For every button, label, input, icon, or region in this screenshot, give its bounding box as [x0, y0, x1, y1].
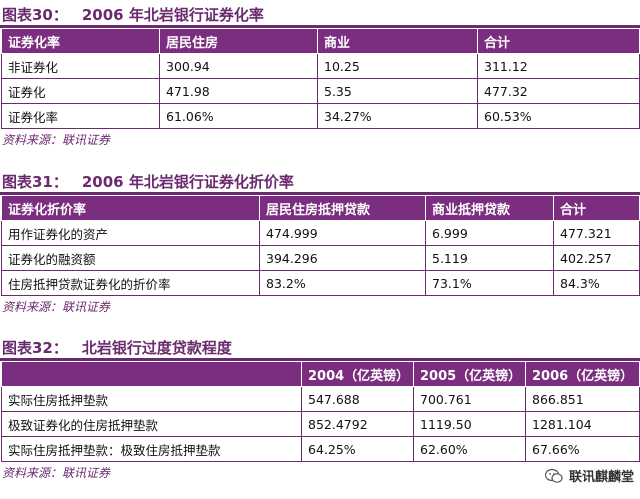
table30-header-row: 证券化率 居民住房 商业 合计: [1, 28, 640, 54]
table-cell: 394.296: [259, 245, 426, 271]
table-cell: 61.06%: [159, 103, 318, 129]
table31-header-row: 证券化折价率 居民住房抵押贷款 商业抵押贷款 合计: [1, 195, 640, 221]
table30-header: 合计: [477, 28, 640, 54]
table-cell: 700.761: [413, 386, 526, 412]
table30-source: 资料来源：联讯证券: [2, 133, 111, 147]
wechat-icon: [544, 468, 563, 483]
table-cell: 住房抵押贷款证券化的折价率: [1, 270, 260, 296]
table30-title: 图表30： 2006 年北岩银行证券化率: [0, 2, 640, 28]
table-cell: 证券化的融资额: [1, 245, 260, 271]
table32-header: 2005（亿英镑）: [413, 361, 526, 387]
table32-title-text: 北岩银行过度贷款程度: [81, 339, 232, 357]
table32-title: 图表32： 北岩银行过度贷款程度: [0, 335, 640, 361]
table31-title-label: 图表31：: [2, 173, 68, 191]
table30-header: 证券化率: [1, 28, 160, 54]
table32-header: 2004（亿英镑）: [301, 361, 414, 387]
table-cell: 311.12: [477, 53, 640, 79]
table-cell: 67.66%: [525, 436, 640, 462]
table32-source: 资料来源：联讯证券: [2, 466, 111, 480]
table-cell: 非证券化: [1, 53, 160, 79]
table30: 证券化率 居民住房 商业 合计 非证券化 300.94 10.25 311.12…: [1, 28, 640, 129]
table-cell: 60.53%: [477, 103, 640, 129]
table32-title-label: 图表32：: [2, 339, 68, 357]
table31-header: 商业抵押贷款: [425, 195, 554, 221]
table-cell: 84.3%: [553, 270, 640, 296]
table-row: 极致证券化的住房抵押垫款 852.4792 1119.50 1281.104: [1, 411, 640, 437]
table32-header: 2006（亿英镑）: [525, 361, 640, 387]
table31-header: 证券化折价率: [1, 195, 260, 221]
table-cell: 10.25: [317, 53, 478, 79]
table-cell: 474.999: [259, 220, 426, 246]
table-cell: 极致证券化的住房抵押垫款: [1, 411, 302, 437]
table31-title-text: 2006 年北岩银行证券化折价率: [81, 173, 294, 191]
table-row: 证券化 471.98 5.35 477.32: [1, 78, 640, 104]
table32-section: 图表32： 北岩银行过度贷款程度 2004（亿英镑） 2005（亿英镑） 2006…: [0, 335, 640, 484]
table30-title-text: 2006 年北岩银行证券化率: [81, 6, 264, 24]
table30-section: 图表30： 2006 年北岩银行证券化率 证券化率 居民住房 商业 合计 非证券化…: [0, 2, 640, 151]
table-row: 证券化率 61.06% 34.27% 60.53%: [1, 103, 640, 129]
table-row: 证券化的融资额 394.296 5.119 402.257: [1, 245, 640, 271]
table-cell: 402.257: [553, 245, 640, 271]
table-cell: 73.1%: [425, 270, 554, 296]
table-row: 实际住房抵押垫款：极致住房抵押垫款 64.25% 62.60% 67.66%: [1, 436, 640, 462]
table32-header-row: 2004（亿英镑） 2005（亿英镑） 2006（亿英镑）: [1, 361, 640, 387]
watermark-text: 联讯麒麟堂: [568, 470, 634, 485]
table30-header: 居民住房: [159, 28, 318, 54]
table30-title-label: 图表30：: [2, 6, 68, 24]
table32-header: [1, 361, 302, 387]
table31-section: 图表31： 2006 年北岩银行证券化折价率 证券化折价率 居民住房抵押贷款 商业…: [0, 169, 640, 318]
table-cell: 5.119: [425, 245, 554, 271]
table31: 证券化折价率 居民住房抵押贷款 商业抵押贷款 合计 用作证券化的资产 474.9…: [1, 195, 640, 296]
table-cell: 83.2%: [259, 270, 426, 296]
table-cell: 477.321: [553, 220, 640, 246]
table-cell: 6.999: [425, 220, 554, 246]
table-cell: 471.98: [159, 78, 318, 104]
table-cell: 64.25%: [301, 436, 414, 462]
table-cell: 300.94: [159, 53, 318, 79]
table-row: 用作证券化的资产 474.999 6.999 477.321: [1, 220, 640, 246]
table-cell: 852.4792: [301, 411, 414, 437]
table-cell: 866.851: [525, 386, 640, 412]
table30-header: 商业: [317, 28, 478, 54]
table31-source: 资料来源：联讯证券: [2, 300, 111, 314]
table-row: 非证券化 300.94 10.25 311.12: [1, 53, 640, 79]
table-cell: 1281.104: [525, 411, 640, 437]
table32: 2004（亿英镑） 2005（亿英镑） 2006（亿英镑） 实际住房抵押垫款 5…: [1, 361, 640, 462]
table31-title: 图表31： 2006 年北岩银行证券化折价率: [0, 169, 640, 195]
table-cell: 34.27%: [317, 103, 478, 129]
table-cell: 1119.50: [413, 411, 526, 437]
table-cell: 477.32: [477, 78, 640, 104]
table31-header: 居民住房抵押贷款: [259, 195, 426, 221]
table-row: 实际住房抵押垫款 547.688 700.761 866.851: [1, 386, 640, 412]
table-cell: 62.60%: [413, 436, 526, 462]
table-cell: 证券化: [1, 78, 160, 104]
table-cell: 证券化率: [1, 103, 160, 129]
table-cell: 5.35: [317, 78, 478, 104]
table-row: 住房抵押贷款证券化的折价率 83.2% 73.1% 84.3%: [1, 270, 640, 296]
table-cell: 547.688: [301, 386, 414, 412]
watermark: 联讯麒麟堂: [544, 466, 634, 485]
table-cell: 实际住房抵押垫款: [1, 386, 302, 412]
table-cell: 用作证券化的资产: [1, 220, 260, 246]
table31-header: 合计: [553, 195, 640, 221]
table-cell: 实际住房抵押垫款：极致住房抵押垫款: [1, 436, 302, 462]
